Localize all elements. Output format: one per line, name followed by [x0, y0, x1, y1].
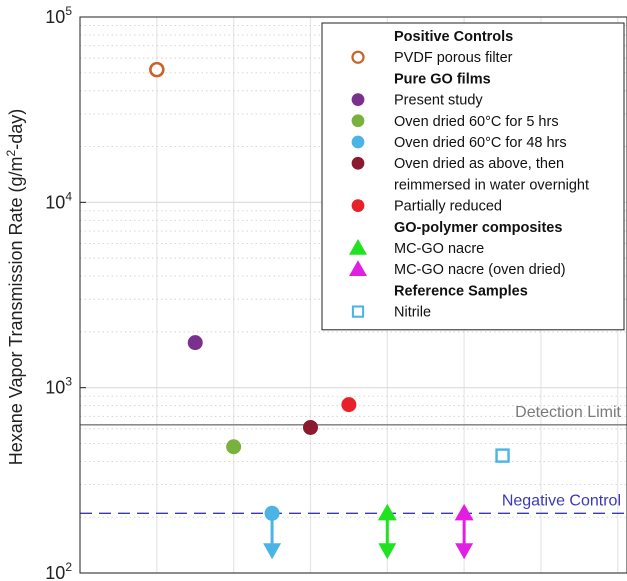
- reference-lines: Detection Limit Negative Control: [80, 404, 627, 514]
- y-tick-label: 105: [45, 4, 72, 27]
- legend-label: MC-GO nacre: [394, 241, 484, 257]
- legend-label: Oven dried as above, then: [394, 156, 564, 172]
- y-tick-label: 104: [45, 189, 72, 212]
- legend-marker: [351, 156, 365, 170]
- data-point: [377, 503, 397, 521]
- detection-limit-label: Detection Limit: [515, 404, 621, 421]
- legend-heading: Reference Samples: [394, 283, 528, 299]
- limit-arrow-head: [455, 543, 474, 560]
- limit-arrow-head: [263, 543, 282, 560]
- legend-box: [321, 22, 625, 331]
- legend-marker: [351, 135, 365, 149]
- legend-label-line2: reimmersed in water overnight: [394, 177, 589, 193]
- data-point: [495, 448, 510, 463]
- limit-arrow-head: [378, 543, 397, 560]
- legend-marker: [349, 239, 367, 255]
- legend-marker: [351, 199, 365, 212]
- data-point: [226, 439, 242, 455]
- legend-label: Nitrile: [394, 305, 431, 321]
- legend: Positive Controls PVDF porous filter Pure …: [321, 22, 625, 331]
- negative-control-label: Negative Control: [502, 492, 621, 509]
- legend-heading: GO-polymer composites: [394, 220, 562, 236]
- legend-label: Oven dried 60°C for 5 hrs: [394, 114, 559, 130]
- y-tick-labels: 102 103 104 105: [45, 4, 86, 581]
- legend-marker: [349, 260, 367, 276]
- data-point: [149, 61, 165, 78]
- legend-marker: [351, 305, 365, 318]
- y-tick-label: 103: [45, 375, 72, 398]
- legend-heading: Positive Controls: [394, 29, 513, 45]
- legend-label: Present study: [394, 93, 483, 109]
- data-point: [302, 419, 318, 435]
- y-axis-label-main: Hexane Vapor Transmission Rate (g/m: [6, 156, 26, 465]
- data-point: [341, 397, 357, 413]
- y-axis-label: Hexane Vapor Transmission Rate (g/m2-day…: [4, 109, 26, 466]
- legend-label: Oven dried 60°C for 48 hrs: [394, 135, 567, 151]
- legend-label: PVDF porous filter: [394, 50, 513, 66]
- data-point: [187, 335, 203, 351]
- legend-marker: [351, 93, 365, 106]
- legend-label: Partially reduced: [394, 199, 502, 215]
- y-axis-label-tail: -day): [6, 109, 26, 150]
- legend-label: MC-GO nacre (oven dried): [394, 262, 566, 278]
- legend-marker: [351, 50, 365, 64]
- legend-marker: [351, 114, 365, 128]
- data-point: [454, 503, 474, 521]
- data-point: [264, 505, 280, 521]
- y-axis-label-sup: 2: [4, 149, 18, 156]
- y-tick-label: 102: [45, 560, 72, 581]
- legend-heading: Pure GO films: [394, 71, 491, 87]
- data-points: [149, 61, 510, 560]
- axes-frame: [79, 16, 627, 574]
